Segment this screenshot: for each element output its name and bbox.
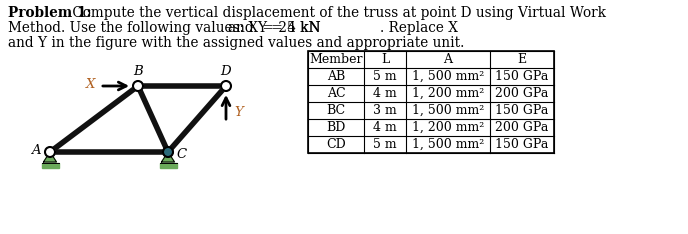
Text: 150 GPa: 150 GPa — [495, 70, 549, 83]
Text: CD: CD — [326, 138, 346, 151]
Text: AB: AB — [327, 70, 345, 83]
Text: 3 m: 3 m — [373, 104, 397, 117]
Text: D: D — [221, 65, 231, 78]
Text: 150 GPa: 150 GPa — [495, 104, 549, 117]
Polygon shape — [43, 152, 56, 162]
Text: 200 GPa: 200 GPa — [495, 121, 549, 134]
Bar — [160, 163, 177, 168]
Circle shape — [45, 147, 55, 157]
Text: 1, 500 mm²: 1, 500 mm² — [412, 104, 484, 117]
Text: A: A — [32, 143, 41, 157]
Text: 5 m: 5 m — [373, 70, 397, 83]
Text: . Replace X: . Replace X — [380, 21, 458, 35]
Text: Member: Member — [309, 53, 363, 66]
Text: Problem 1:: Problem 1: — [8, 6, 92, 20]
Text: Method. Use the following values: X = 25 kN: Method. Use the following values: X = 25… — [8, 21, 320, 35]
Text: A: A — [444, 53, 453, 66]
Circle shape — [221, 81, 231, 91]
Text: L: L — [381, 53, 389, 66]
Text: E: E — [517, 53, 526, 66]
Text: Y: Y — [234, 106, 243, 118]
Text: 4 m: 4 m — [373, 121, 397, 134]
Text: 1, 500 mm²: 1, 500 mm² — [412, 70, 484, 83]
Bar — [41, 163, 58, 168]
Polygon shape — [162, 152, 175, 162]
Text: AC: AC — [327, 87, 345, 100]
Circle shape — [163, 147, 173, 157]
Text: 1, 200 mm²: 1, 200 mm² — [412, 87, 484, 100]
Circle shape — [133, 81, 143, 91]
Text: BC: BC — [326, 104, 345, 117]
Text: 1, 200 mm²: 1, 200 mm² — [412, 121, 484, 134]
Text: 150 GPa: 150 GPa — [495, 138, 549, 151]
Text: 4 m: 4 m — [373, 87, 397, 100]
Text: B: B — [133, 65, 143, 78]
Text: X: X — [85, 78, 95, 91]
Text: 1, 500 mm²: 1, 500 mm² — [412, 138, 484, 151]
Text: and Y = 4 kN: and Y = 4 kN — [228, 21, 321, 35]
Bar — [308, 51, 554, 153]
Text: BD: BD — [326, 121, 345, 134]
Text: 200 GPa: 200 GPa — [495, 87, 549, 100]
Text: C: C — [176, 147, 186, 161]
Text: and Y in the figure with the assigned values and appropriate unit.: and Y in the figure with the assigned va… — [8, 36, 464, 50]
Text: Compute the vertical displacement of the truss at point D using Virtual Work: Compute the vertical displacement of the… — [68, 6, 606, 20]
Text: 5 m: 5 m — [373, 138, 397, 151]
